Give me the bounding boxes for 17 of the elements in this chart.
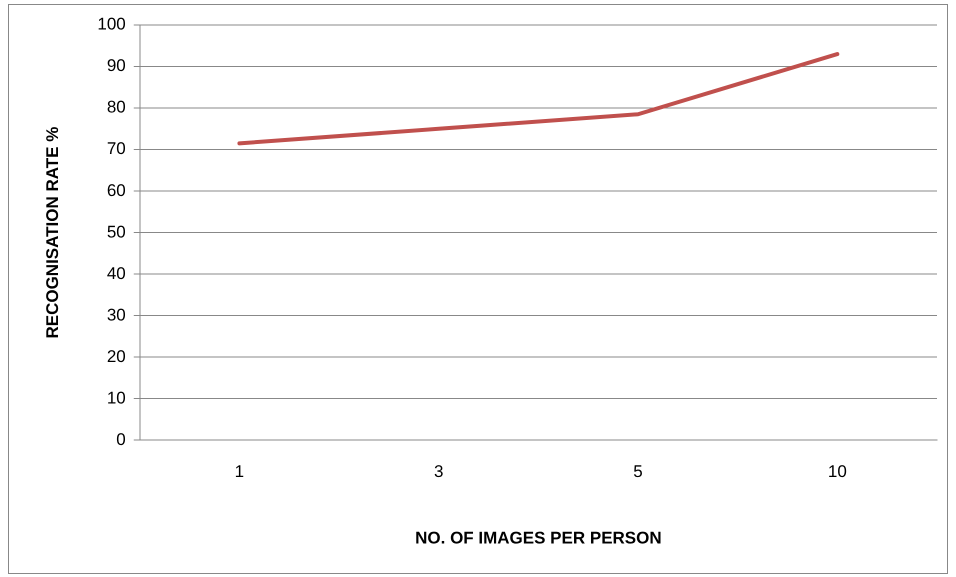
y-tick-label: 40: [106, 264, 126, 283]
y-tick-label: 70: [106, 139, 126, 158]
y-tick-label: 60: [106, 180, 126, 200]
x-tick-label: 5: [633, 462, 643, 482]
x-tick-label: 10: [828, 462, 847, 482]
y-tick-label: 50: [106, 222, 126, 242]
y-tick-label: 10: [106, 388, 126, 408]
y-tick-label: 100: [97, 14, 126, 34]
y-tick-label: 90: [106, 56, 126, 76]
x-tick-label: 1: [234, 462, 244, 482]
y-tick-label: 80: [106, 98, 126, 117]
y-tick-label: 30: [106, 305, 126, 324]
y-tick-label: 20: [106, 346, 126, 366]
y-axis-title: RECOGNISATION RATE %: [42, 126, 62, 339]
x-axis-title: NO. OF IMAGES PER PERSON: [415, 528, 662, 548]
x-tick-label: 3: [434, 462, 444, 482]
y-tick-label: 0: [116, 430, 126, 449]
